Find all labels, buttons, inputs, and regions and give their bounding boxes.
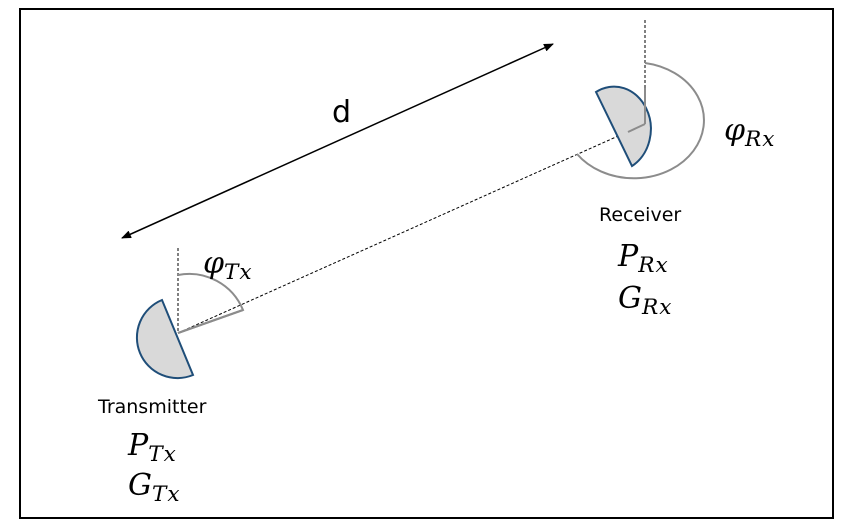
receiver-name: Receiver	[599, 204, 682, 226]
transmitter-power: PTx	[128, 428, 177, 467]
receiver-power: PRx	[618, 239, 669, 278]
distance-label: d	[332, 95, 352, 130]
diagram-border	[19, 8, 834, 519]
distance-arrow	[121, 43, 554, 239]
receiver-power-symbol: P	[618, 239, 639, 274]
transmitter-angle-arc	[177, 272, 245, 334]
transmitter-dish-icon	[135, 298, 195, 380]
transmitter-name: Transmitter	[98, 396, 207, 418]
receiver-angle-symbol: φ	[724, 113, 746, 148]
transmitter-angle-label: φTx	[203, 246, 253, 285]
receiver-gain-symbol: G	[618, 281, 642, 316]
receiver-angle-arc	[576, 62, 705, 180]
receiver-inner-diagonal	[627, 123, 646, 133]
transmitter-boresight-line	[177, 309, 244, 334]
transmitter-power-subscript: Tx	[148, 442, 177, 468]
transmitter-gain-symbol: G	[128, 468, 152, 503]
transmitter-power-symbol: P	[128, 428, 149, 463]
receiver-dish-icon	[594, 85, 652, 168]
receiver-power-subscript: Rx	[638, 253, 669, 279]
transmitter-angle-subscript: Tx	[224, 260, 253, 286]
receiver-gain-subscript: Rx	[641, 295, 673, 321]
transmitter-gain-subscript: Tx	[151, 482, 181, 508]
receiver-angle-subscript: Rx	[745, 127, 776, 153]
receiver-gain: GRx	[618, 281, 672, 320]
line-of-sight-dashed	[177, 123, 646, 334]
transmitter-gain: GTx	[128, 468, 181, 507]
transmitter-angle-symbol: φ	[203, 246, 225, 281]
receiver-angle-label: φRx	[724, 113, 775, 152]
